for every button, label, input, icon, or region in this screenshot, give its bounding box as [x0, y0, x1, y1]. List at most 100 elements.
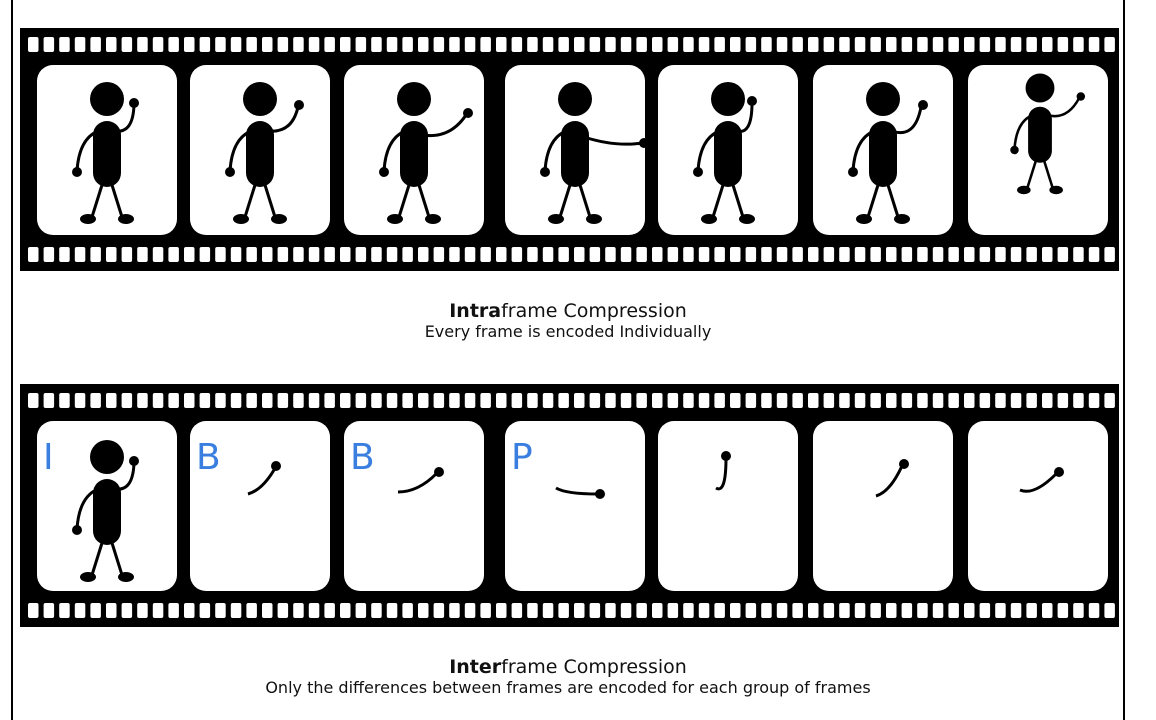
figure-left-leg — [711, 184, 725, 218]
perforation-hole — [121, 393, 133, 408]
perforation-hole — [1010, 37, 1022, 52]
perforation-hole — [59, 247, 70, 262]
perforation-hole — [620, 247, 632, 262]
perforation-hole — [230, 603, 242, 618]
perforation-hole — [574, 247, 585, 262]
perforation-hole — [964, 393, 975, 408]
figure-head — [243, 82, 277, 116]
perforation-hole — [761, 393, 772, 408]
figure-left-leg — [90, 184, 104, 218]
figure-left-arm — [543, 129, 567, 172]
stick-figure-icon — [72, 82, 139, 224]
figure-right-hand — [129, 456, 139, 466]
film-frame — [344, 421, 484, 591]
perforation-hole — [324, 37, 335, 52]
perforation-hole — [1042, 247, 1053, 262]
perforation-hole — [230, 37, 242, 52]
perforation-hole — [1088, 37, 1100, 52]
perforation-hole — [1026, 37, 1037, 52]
perforation-hole — [1042, 603, 1053, 618]
perforation-hole — [464, 247, 476, 262]
perforation-hole — [308, 247, 320, 262]
interframe-title: Interframe Compression — [0, 656, 1136, 678]
perforation-hole — [168, 603, 179, 618]
perforation-hole — [698, 393, 710, 408]
perforation-hole — [308, 603, 320, 618]
figure-left-foot — [80, 572, 96, 582]
perforation-hole — [386, 247, 398, 262]
figure-left-arm — [75, 487, 99, 530]
intraframe-title-bold: Intra — [449, 300, 502, 322]
perforation-hole — [262, 37, 273, 52]
perforation-hole — [714, 37, 725, 52]
perforation-hole — [90, 393, 101, 408]
figure-right-foot — [894, 214, 910, 224]
right-border-line — [1123, 0, 1125, 720]
perforation-hole — [496, 247, 507, 262]
figure-left-foot — [548, 214, 564, 224]
perforation-hole — [761, 603, 772, 618]
perforation-hole — [28, 393, 39, 408]
perforation-hole — [854, 37, 866, 52]
perforation-hole — [886, 603, 897, 618]
figure-right-leg — [417, 184, 431, 218]
perforation-hole — [168, 37, 179, 52]
perforation-hole — [262, 393, 273, 408]
perforation-hole — [542, 247, 554, 262]
figure-right-hand — [294, 100, 304, 110]
perforation-hole — [1104, 247, 1115, 262]
perforation-hole — [854, 247, 866, 262]
figure-head — [90, 82, 124, 116]
figure-right-arm — [583, 135, 643, 146]
perforation-hole — [152, 393, 164, 408]
figure-head — [397, 82, 431, 116]
perforation-hole — [433, 247, 445, 262]
perforation-hole — [215, 37, 226, 52]
figure-left-leg — [1026, 160, 1037, 189]
perforation-hole — [823, 37, 835, 52]
perforation-hole — [355, 393, 367, 408]
perforation-hole — [277, 247, 289, 262]
perforation-hole — [1042, 37, 1053, 52]
film-strip-icon — [28, 37, 1115, 262]
perforation-hole — [433, 603, 445, 618]
perforation-hole — [293, 393, 304, 408]
perforation-hole — [386, 393, 398, 408]
figure-right-arm — [1047, 97, 1081, 118]
perforation-hole — [152, 603, 164, 618]
perforation-hole — [418, 603, 429, 618]
perforation-hole — [121, 603, 133, 618]
frame-type-label: B — [196, 437, 221, 478]
figure-left-arm — [851, 129, 875, 172]
figure-right-foot — [118, 572, 134, 582]
figure-left-leg — [866, 184, 880, 218]
arm-delta-stroke — [715, 457, 728, 491]
perforation-hole — [620, 603, 632, 618]
perforation-hole — [527, 37, 538, 52]
raised-arm-icon — [1019, 467, 1064, 493]
figure-right-foot — [271, 214, 287, 224]
figure-left-hand — [848, 167, 858, 177]
perforation-hole — [74, 37, 86, 52]
figure-head — [558, 82, 592, 116]
perforation-hole — [43, 247, 55, 262]
arm-delta-stroke — [247, 469, 276, 496]
perforation-hole — [776, 247, 788, 262]
perforation-hole — [667, 247, 679, 262]
perforation-hole — [28, 247, 39, 262]
arm-delta-hand — [434, 467, 444, 477]
stick-figure-icon — [72, 440, 139, 582]
arm-delta-hand — [1054, 467, 1064, 477]
figure-head — [711, 82, 745, 116]
perforation-hole — [464, 393, 476, 408]
perforation-hole — [386, 603, 398, 618]
perforation-hole — [340, 247, 351, 262]
perforation-hole — [402, 247, 413, 262]
perforation-hole — [995, 393, 1006, 408]
perforation-hole — [683, 603, 694, 618]
arm-delta-hand — [271, 461, 281, 471]
interframe-title-rest: frame Compression — [501, 656, 687, 678]
perforation-hole — [776, 37, 788, 52]
figure-left-foot — [1017, 185, 1031, 195]
film-frame — [658, 421, 798, 591]
